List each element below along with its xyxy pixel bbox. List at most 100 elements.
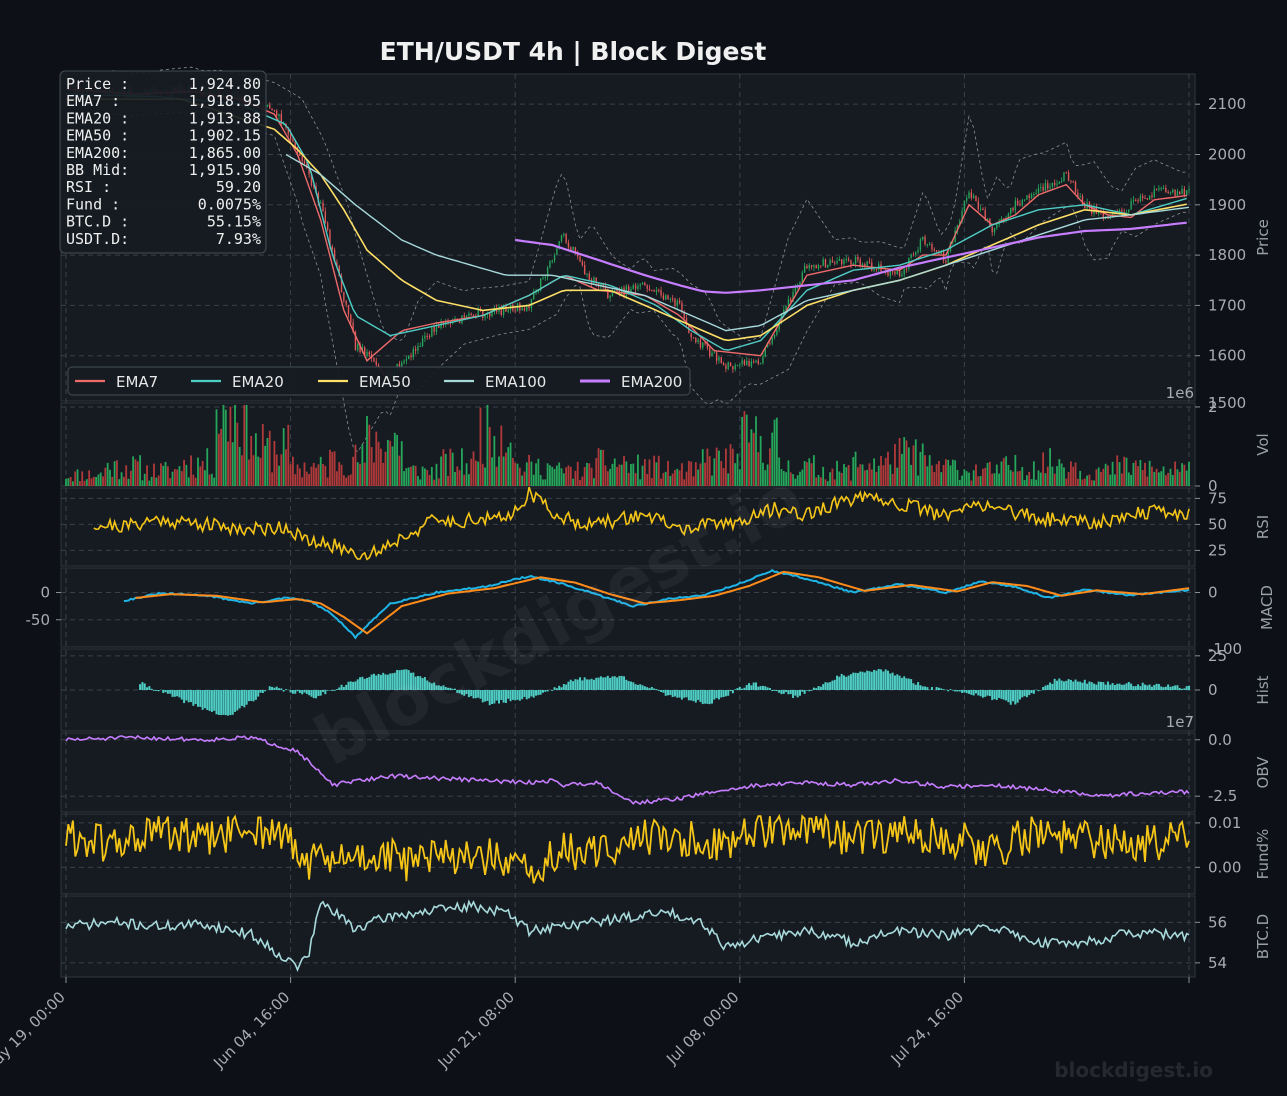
volume-bar <box>574 470 577 486</box>
legend-background <box>67 366 691 396</box>
histogram-bar <box>458 690 461 694</box>
candle-body <box>1188 189 1190 191</box>
histogram-bar <box>234 690 237 712</box>
volume-bar <box>204 470 206 486</box>
volume-bar <box>812 455 815 486</box>
volume-bar <box>961 475 963 486</box>
candle-body <box>815 265 817 269</box>
candle-body <box>917 250 919 253</box>
volume-bar <box>1183 464 1186 486</box>
y-tick-label: -50 <box>26 611 51 629</box>
candle-body <box>375 361 377 365</box>
histogram-bar <box>727 690 730 696</box>
candle-body <box>748 360 750 367</box>
histogram-bar <box>616 677 619 690</box>
volume-bar <box>914 439 917 486</box>
volume-bar <box>143 473 146 486</box>
info-label: EMA7 : <box>66 92 120 110</box>
candle-body <box>697 339 699 343</box>
histogram-bar <box>676 690 679 698</box>
histogram-bar <box>704 690 707 704</box>
histogram-bar <box>463 690 466 696</box>
volume-bar <box>1151 466 1153 486</box>
volume-bar <box>970 480 973 486</box>
volume-bar <box>491 457 493 486</box>
histogram-bar <box>717 690 720 700</box>
volume-bar <box>426 469 429 486</box>
candle-body <box>810 265 813 268</box>
histogram-bar <box>206 690 209 710</box>
histogram-bar <box>141 682 144 690</box>
volume-bar <box>92 476 95 486</box>
candle-body <box>690 333 692 338</box>
volume-bar <box>870 469 873 486</box>
volume-bar <box>706 448 709 486</box>
x-tick-label: Jun 21, 08:00 <box>434 988 518 1072</box>
histogram-bar <box>852 672 855 690</box>
volume-bar <box>762 462 764 486</box>
candle-body <box>308 168 310 175</box>
volume-bar <box>153 463 155 486</box>
y-tick-label: 50 <box>1208 515 1227 533</box>
volume-bar <box>877 465 880 486</box>
histogram-bar <box>859 671 862 690</box>
volume-bar <box>467 474 470 486</box>
candle-body <box>991 226 993 233</box>
histogram-bar <box>479 690 482 699</box>
volume-bar <box>1021 466 1024 486</box>
histogram-bar <box>910 679 913 690</box>
histogram-bar <box>958 690 961 692</box>
histogram-bar <box>1127 681 1130 690</box>
histogram-bar <box>1002 690 1005 700</box>
histogram-bar <box>653 688 656 690</box>
candle-body <box>521 308 523 311</box>
histogram-bar <box>319 690 322 696</box>
candle-body <box>269 104 271 109</box>
histogram-bar <box>796 690 799 698</box>
volume-bar <box>854 451 857 486</box>
histogram-bar <box>792 690 795 698</box>
histogram-bar <box>572 681 575 690</box>
histogram-bar <box>238 690 241 709</box>
candle-body <box>1026 195 1028 200</box>
candle-body <box>861 263 864 266</box>
y-tick-label: 1700 <box>1208 296 1246 314</box>
volume-bar <box>164 461 167 486</box>
volume-bar <box>423 468 426 486</box>
volume-bar <box>361 444 364 486</box>
volume-bars <box>65 404 1190 486</box>
histogram-bar <box>1095 684 1098 690</box>
volume-bar <box>1114 474 1116 486</box>
volume-bar <box>129 470 132 486</box>
volume-bar <box>731 448 734 486</box>
histogram-bar <box>460 690 463 695</box>
volume-bar <box>1049 448 1051 486</box>
volume-bar <box>166 466 169 486</box>
volume-bar <box>150 476 153 486</box>
volume-bar <box>530 461 533 486</box>
histogram-bar <box>1046 684 1049 690</box>
histogram-bar <box>528 690 531 699</box>
candle-body <box>1081 196 1084 205</box>
volume-bar <box>1107 465 1109 486</box>
histogram-bar <box>579 677 582 690</box>
histogram-bar <box>451 688 454 690</box>
candle-body <box>773 334 776 338</box>
y-tick-label: -100 <box>1208 640 1242 658</box>
volume-bar <box>681 463 683 486</box>
candle-body <box>1079 196 1081 198</box>
histogram-bar <box>176 690 179 697</box>
volume-bar <box>1139 459 1142 486</box>
volume-bar <box>1046 466 1049 486</box>
histogram-bar <box>449 687 452 690</box>
candle-body <box>648 288 651 291</box>
histogram-bar <box>1056 680 1059 690</box>
histogram-bar <box>650 686 653 690</box>
volume-bar <box>474 460 477 486</box>
histogram-bar <box>546 690 549 692</box>
volume-bar <box>282 428 285 486</box>
candle-body <box>704 342 706 344</box>
histogram-bar <box>389 673 392 690</box>
candle-body <box>435 324 438 332</box>
